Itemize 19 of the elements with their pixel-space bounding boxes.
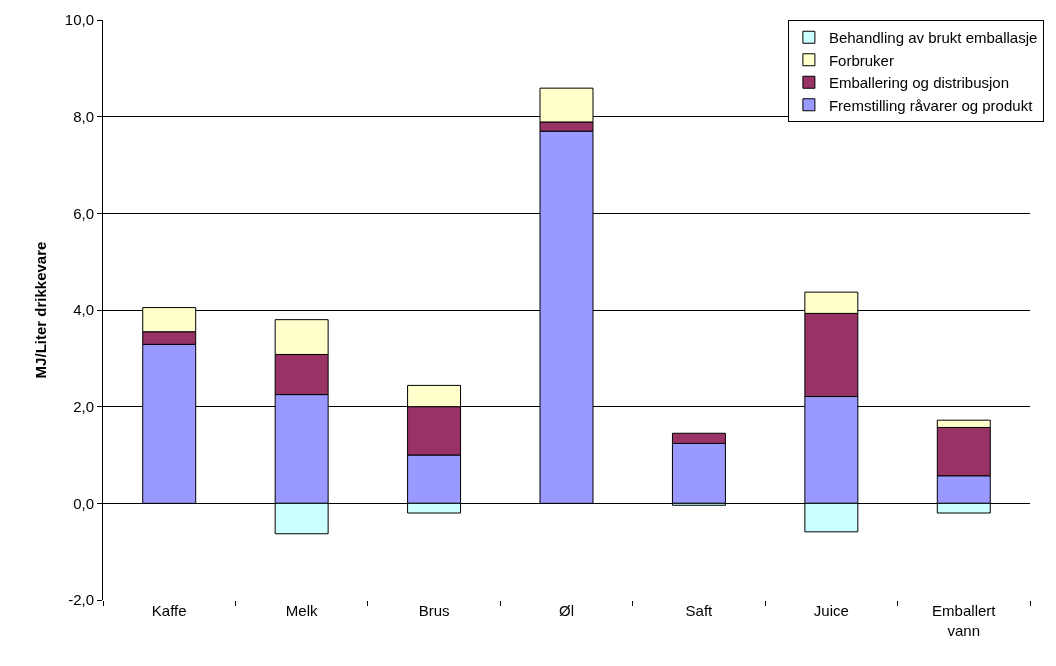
y-tick-label: 0,0 [73,494,94,512]
legend-label: Emballering og distribusjon [828,74,1010,92]
legend-label: Forbruker [828,51,894,69]
x-tick-label: Brus [418,602,450,619]
x-tick-label: Emballert vann [932,602,997,639]
y-tick-label: -2,0 [68,591,94,609]
y-tick-label: 8,0 [73,107,94,125]
legend-label: Fremstilling råvarer og produkt [828,96,1034,114]
x-tick-label: Melk [285,602,318,619]
y-tick-label: 2,0 [73,397,94,415]
x-tick-label: Øl [559,602,574,619]
y-tick-label: 10,0 [64,11,94,29]
y-tick-label: 4,0 [73,301,94,319]
legend-label: Behandling av brukt emballasje [828,29,1038,47]
y-tick-label: 6,0 [73,204,94,222]
x-tick-label: Juice [813,602,849,619]
x-tick-label: Kaffe [151,602,187,619]
x-tick-label: Saft [685,602,714,619]
y-axis-title: MJ/Liter drikkevare [32,241,50,379]
